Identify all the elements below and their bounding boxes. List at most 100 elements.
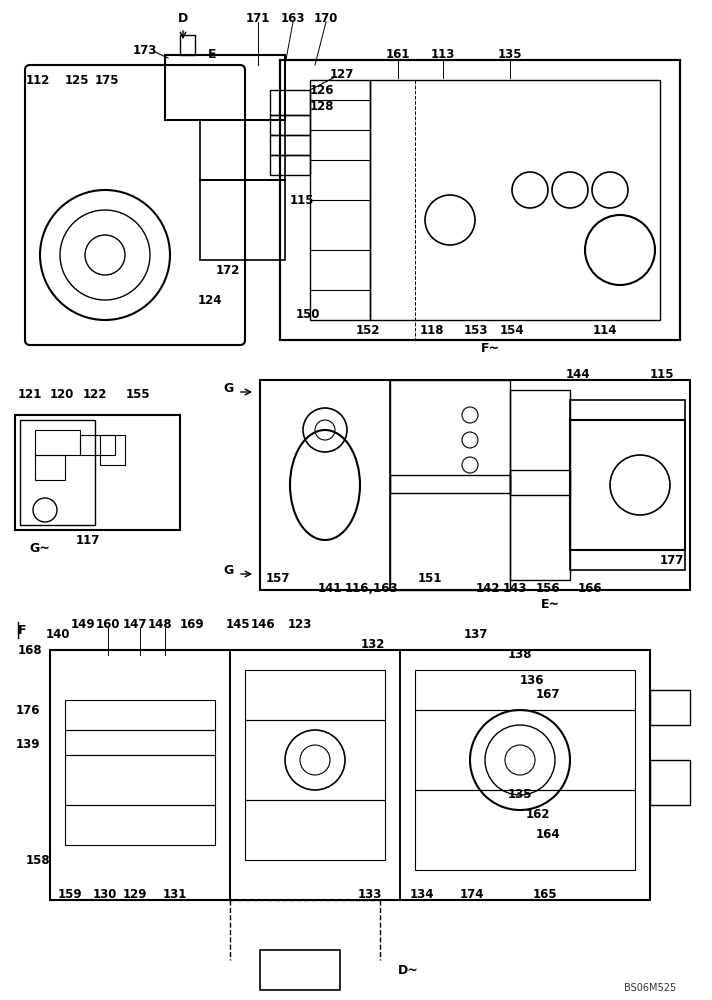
Bar: [15, 415, 180, 530]
Text: 152: 152: [356, 324, 380, 336]
Bar: [270, 90, 310, 115]
Text: 156: 156: [535, 582, 560, 594]
Text: 136: 136: [520, 674, 544, 686]
Text: 115: 115: [650, 368, 674, 381]
Bar: [510, 470, 570, 495]
Text: 118: 118: [420, 324, 444, 336]
Text: 135: 135: [508, 788, 533, 802]
Bar: [165, 55, 285, 120]
Text: 121: 121: [18, 388, 42, 401]
Text: 122: 122: [83, 388, 108, 401]
Bar: [270, 135, 310, 155]
Bar: [35, 430, 80, 455]
Text: 140: 140: [46, 629, 70, 642]
Text: 175: 175: [95, 74, 119, 87]
Bar: [270, 115, 310, 135]
Bar: [200, 120, 285, 180]
Text: 138: 138: [508, 648, 533, 662]
Bar: [245, 800, 385, 860]
Text: F~: F~: [481, 342, 500, 355]
Text: 116,163: 116,163: [345, 582, 399, 594]
Text: 164: 164: [535, 828, 560, 842]
Text: 130: 130: [93, 888, 117, 902]
Text: 128: 128: [310, 101, 334, 113]
Bar: [65, 805, 215, 845]
Text: 174: 174: [460, 888, 484, 902]
Text: 149: 149: [70, 618, 95, 632]
Text: 131: 131: [163, 888, 187, 902]
Text: 115: 115: [290, 194, 314, 207]
Text: 129: 129: [122, 888, 147, 902]
Text: 146: 146: [251, 618, 276, 632]
Text: 154: 154: [500, 324, 524, 336]
Text: 173: 173: [133, 43, 157, 56]
Bar: [370, 80, 660, 320]
Bar: [245, 720, 385, 800]
Bar: [260, 380, 690, 590]
Bar: [415, 670, 635, 710]
Text: F: F: [18, 624, 26, 637]
Bar: [390, 380, 510, 590]
Bar: [35, 455, 65, 480]
Text: 165: 165: [533, 888, 557, 902]
Bar: [650, 760, 690, 805]
Text: 134: 134: [409, 888, 434, 902]
Text: 158: 158: [26, 854, 51, 866]
Text: 157: 157: [266, 572, 290, 584]
Text: 155: 155: [126, 388, 150, 401]
Bar: [65, 730, 215, 755]
Text: 150: 150: [295, 308, 320, 322]
Text: 167: 167: [535, 688, 560, 702]
Bar: [270, 155, 310, 175]
Text: D: D: [178, 11, 188, 24]
Bar: [570, 400, 685, 570]
Text: 123: 123: [288, 618, 312, 632]
Text: 133: 133: [358, 888, 382, 902]
Text: 169: 169: [179, 618, 204, 632]
Text: 124: 124: [198, 294, 222, 306]
Text: 137: 137: [464, 629, 488, 642]
Text: 125: 125: [65, 74, 89, 87]
Text: 117: 117: [75, 534, 100, 546]
Bar: [100, 435, 125, 465]
Text: 153: 153: [464, 324, 488, 336]
Text: 145: 145: [226, 618, 251, 632]
Text: 161: 161: [386, 48, 410, 62]
Bar: [80, 435, 115, 455]
Text: G~: G~: [30, 542, 51, 554]
Bar: [570, 420, 685, 550]
Text: 113: 113: [431, 48, 455, 62]
Bar: [65, 755, 215, 805]
Bar: [310, 80, 370, 320]
Text: G: G: [223, 564, 233, 576]
Text: BS06M525: BS06M525: [624, 983, 676, 993]
Bar: [50, 650, 650, 900]
Text: 168: 168: [18, 644, 42, 656]
Bar: [510, 390, 570, 580]
Bar: [245, 670, 385, 720]
Text: 112: 112: [26, 74, 50, 87]
Text: 148: 148: [147, 618, 172, 632]
Bar: [280, 60, 680, 340]
Text: 166: 166: [577, 582, 602, 594]
Bar: [415, 790, 635, 870]
Text: 144: 144: [566, 368, 590, 381]
Bar: [260, 380, 390, 590]
Text: 114: 114: [593, 324, 617, 336]
Bar: [650, 690, 690, 725]
Bar: [200, 180, 285, 260]
Text: 132: 132: [361, 639, 385, 652]
Text: 139: 139: [16, 738, 41, 752]
Bar: [400, 650, 650, 900]
Text: 170: 170: [314, 11, 338, 24]
Text: D~: D~: [397, 964, 419, 976]
Text: E~: E~: [540, 598, 560, 611]
Text: 163: 163: [281, 11, 305, 24]
Text: 127: 127: [330, 68, 354, 82]
Bar: [180, 35, 195, 55]
Bar: [230, 650, 400, 900]
Text: 120: 120: [50, 388, 74, 401]
Text: 141: 141: [318, 582, 342, 594]
Text: 126: 126: [310, 84, 334, 97]
Text: 135: 135: [498, 48, 522, 62]
